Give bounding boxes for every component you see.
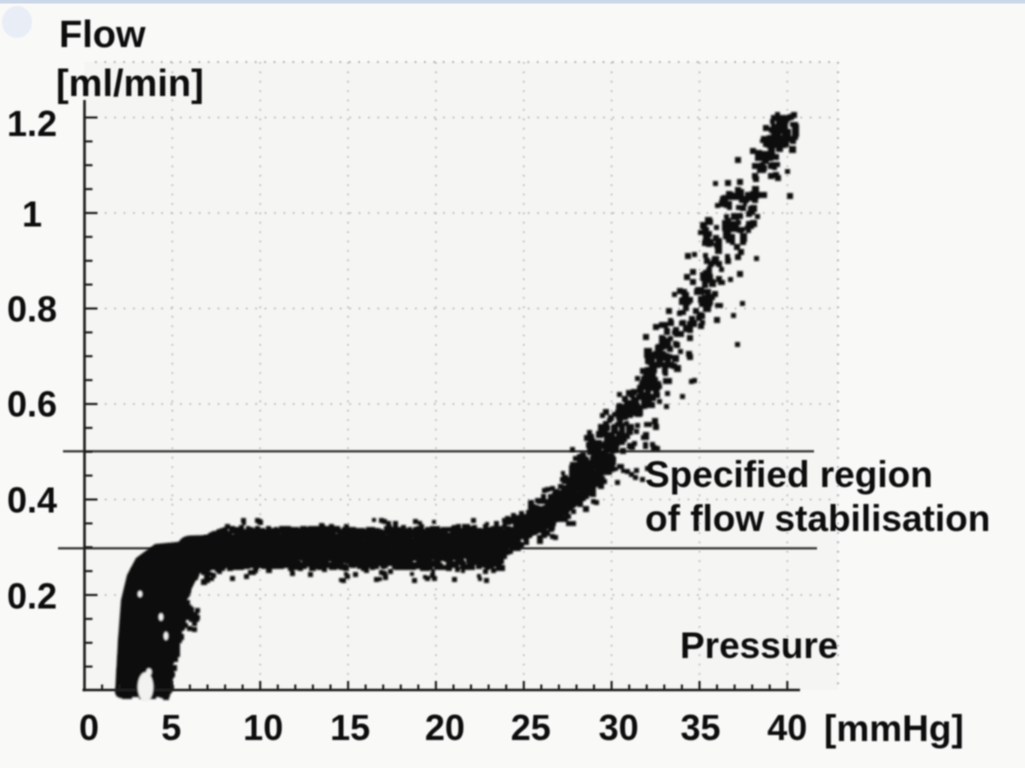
svg-text:Pressure: Pressure (680, 625, 838, 666)
svg-text:0.6: 0.6 (7, 384, 57, 425)
svg-text:Specified region: Specified region (645, 454, 933, 495)
svg-text:40: 40 (767, 707, 807, 748)
svg-text:10: 10 (243, 707, 283, 748)
svg-text:0: 0 (79, 707, 99, 748)
svg-text:20: 20 (425, 707, 465, 748)
svg-text:of flow stabilisation: of flow stabilisation (645, 498, 990, 539)
svg-text:0.4: 0.4 (7, 480, 57, 521)
svg-text:0.8: 0.8 (7, 289, 57, 330)
svg-text:25: 25 (511, 707, 551, 748)
svg-text:Flow: Flow (59, 14, 146, 56)
svg-text:5: 5 (161, 707, 181, 748)
svg-text:[mmHg]: [mmHg] (824, 708, 964, 749)
svg-text:15: 15 (330, 707, 370, 748)
svg-text:30: 30 (599, 707, 639, 748)
svg-text:1.2: 1.2 (7, 103, 57, 144)
svg-text:35: 35 (680, 707, 720, 748)
svg-text:1: 1 (22, 194, 42, 235)
svg-text:[ml/min]: [ml/min] (56, 63, 204, 105)
svg-text:0.2: 0.2 (7, 576, 57, 617)
